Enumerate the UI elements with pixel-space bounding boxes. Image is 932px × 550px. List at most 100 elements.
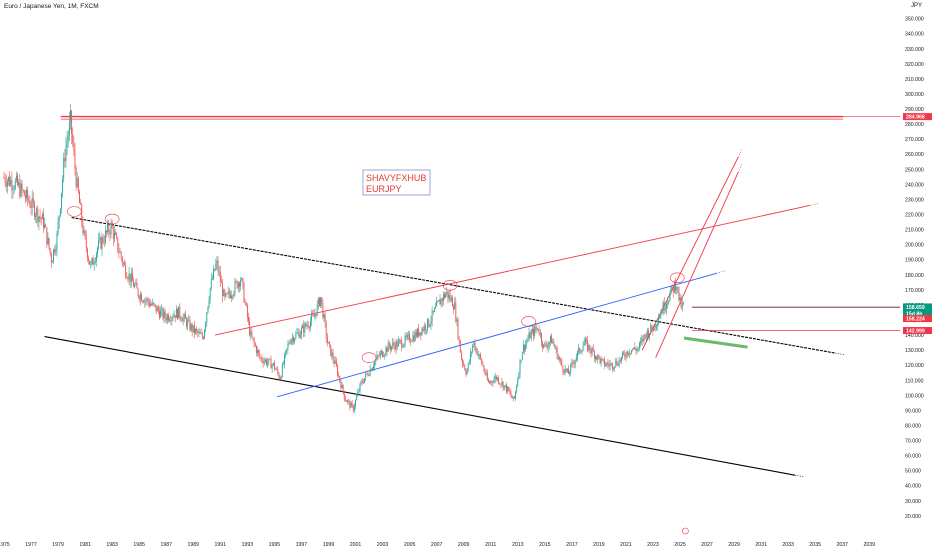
candle-body [83,230,85,233]
candle-body [500,383,502,385]
candle-body [206,312,208,323]
candle-body [658,318,660,324]
candle-body [498,377,500,384]
annotations [67,206,689,535]
x-tick-label: 1979 [52,542,64,548]
candle-body [427,318,429,330]
trendline-extension-0 [835,352,846,356]
y-tick-label: 260.000 [905,152,924,158]
candle-body [531,329,533,332]
candle-body [72,133,74,144]
candle-body [298,332,300,338]
candle-body [516,386,518,392]
candle-body [26,190,27,198]
candle-body [349,401,351,408]
candle-body [522,344,524,353]
candle-body [529,332,531,339]
price-badge-0 [903,113,932,121]
candle-body [110,222,112,235]
candle-body [593,351,595,359]
candle-body [634,347,636,350]
candle-body [273,362,275,370]
candle-body [447,291,449,299]
candle-body [143,301,145,303]
candle-body [124,262,126,265]
candle-body [48,237,50,249]
candle-body [677,286,679,289]
y-tick-label: 170.000 [905,288,924,294]
candle-body [604,359,605,366]
candle-body [68,121,70,136]
candle-body [601,358,603,360]
candle-body [673,281,675,293]
candle-body [12,189,14,191]
candle-body [633,347,635,350]
candle-body [250,331,252,336]
candle-body [473,342,475,346]
candle-body [624,353,626,357]
candle-body [325,323,327,338]
candle-body [424,325,426,331]
candle-body [55,249,57,253]
candle-body [125,264,127,277]
candle-body [432,310,434,312]
candle-body [27,190,29,200]
candle-body [19,182,21,197]
candle-body [380,351,382,353]
candle-body [155,304,157,312]
candle-body [32,197,34,204]
candle-body [230,294,231,298]
candle-body [610,363,612,364]
candle-body [440,298,442,305]
candle-body [192,325,194,332]
candle-body [295,333,297,339]
candle-body [378,355,380,357]
candle-body [433,308,435,312]
candle-body [618,359,620,366]
candle-body [679,297,681,301]
candle-body [89,260,91,265]
candle-body [534,326,536,336]
trendline-extension-1 [794,474,805,478]
candle-body [643,334,645,342]
circle-marker-2 [361,352,377,363]
candle-body [278,372,280,378]
candle-body [370,368,372,371]
candle-body [431,310,433,322]
candle-body [563,370,565,373]
candle-body [44,224,46,228]
candle-body [205,322,207,330]
candle-body [61,192,62,209]
candle-body [396,341,398,347]
candle-body [40,217,42,220]
currency-label: JPY [910,3,922,9]
candle-body [254,343,256,347]
candle-body [181,319,183,322]
candle-body [302,325,304,329]
candle-body [586,339,587,341]
y-tick-label: 110.000 [905,378,923,384]
candle-body [294,338,296,342]
candle-body [122,262,124,264]
candle-body [263,361,265,364]
candle-body [142,301,144,302]
candle-body [164,311,166,318]
candle-body [307,325,309,328]
x-tick-label: 2009 [458,542,470,548]
candle-body [574,360,576,365]
candle-body [374,361,376,367]
candle-body [33,203,35,217]
candle-body [486,372,488,380]
candle-body [608,364,610,367]
candle-body [632,349,634,351]
event-marker [682,527,689,535]
candle-body [244,302,246,303]
candle-body [147,298,149,303]
candle-body [642,338,644,342]
candle-body [236,281,238,289]
candle-body [180,317,182,320]
candle-body [348,400,350,402]
x-tick-label: 1997 [296,542,308,548]
candle-body [131,273,133,282]
